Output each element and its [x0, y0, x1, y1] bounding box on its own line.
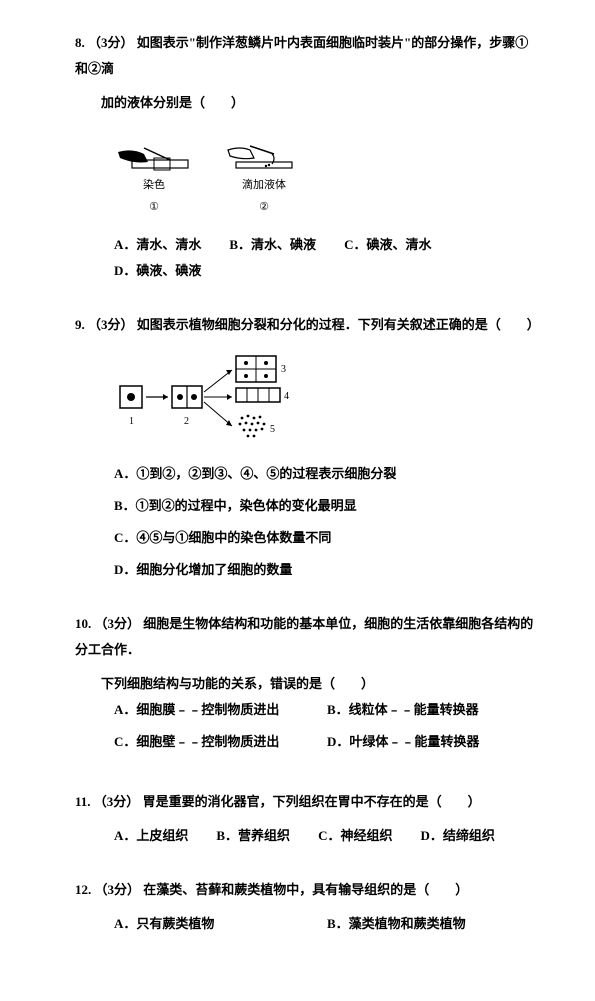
q9-opt-b: B．①到②的过程中，染色体的变化最明显	[114, 493, 540, 519]
q9-options: A．①到②，②到③、④、⑤的过程表示细胞分裂 B．①到②的过程中，染色体的变化最…	[114, 461, 540, 583]
q10-points: （3分）	[95, 616, 141, 631]
q12-stem: 12. （3分） 在藻类、苔藓和蕨类植物中，具有输导组织的是（ ）	[75, 877, 540, 903]
q8-stem-a: 如图表示"制作洋葱鳞片叶内表面细胞临时装片"的部分操作，步骤①和②滴	[75, 35, 528, 76]
svg-text:4: 4	[284, 391, 289, 402]
q9-points: （3分）	[88, 317, 134, 332]
page-content: 8. （3分） 如图表示"制作洋葱鳞片叶内表面细胞临时装片"的部分操作，步骤①和…	[0, 0, 595, 1001]
q8-opt-b: B．清水、碘液	[229, 232, 316, 258]
svg-text:5: 5	[270, 424, 275, 435]
q10-stem: 10. （3分） 细胞是生物体结构和功能的基本单位，细胞的生活依靠细胞各结构的分…	[75, 611, 540, 663]
question-10: 10. （3分） 细胞是生物体结构和功能的基本单位，细胞的生活依靠细胞各结构的分…	[75, 611, 540, 761]
q11-stem: 11. （3分） 胃是重要的消化器官，下列组织在胃中不存在的是（ ）	[75, 789, 540, 815]
q8-fig-right-num: ②	[259, 201, 269, 213]
q8-fig-right: 滴加液体 ②	[224, 130, 304, 218]
q8-fig-left-caption: 染色	[143, 179, 165, 191]
q10-stem-b: 下列细胞结构与功能的关系，错误的是（ ）	[101, 671, 540, 697]
q9-opt-c: C．④⑤与①细胞中的染色体数量不同	[114, 525, 540, 551]
q12-num: 12.	[75, 882, 91, 897]
q9-figure: 1 2	[114, 352, 540, 447]
question-12: 12. （3分） 在藻类、苔藓和蕨类植物中，具有输导组织的是（ ） A．只有蕨类…	[75, 877, 540, 943]
q10-opt-b: B．线粒体﹣﹣能量转换器	[327, 697, 540, 723]
q11-opt-d: D．结缔组织	[420, 823, 494, 849]
q9-stem-text: 如图表示植物细胞分裂和分化的过程．下列有关叙述正确的是（ ）	[137, 317, 540, 332]
q10-opt-a: A．细胞膜﹣﹣控制物质进出	[114, 697, 327, 723]
q8-opt-c: C．碘液、清水	[344, 232, 431, 258]
q8-num: 8.	[75, 35, 85, 50]
q10-num: 10.	[75, 616, 91, 631]
svg-text:1: 1	[129, 416, 134, 427]
q12-opt-a: A．只有蕨类植物	[114, 911, 327, 937]
q10-opt-d: D．叶绿体﹣﹣能量转换器	[327, 729, 540, 755]
q11-options: A．上皮组织 B．营养组织 C．神经组织 D．结缔组织	[114, 823, 540, 849]
q10-stem-a: 细胞是生物体结构和功能的基本单位，细胞的生活依靠细胞各结构的分工合作．	[75, 616, 533, 657]
q8-opt-d: D．碘液、碘液	[114, 258, 201, 284]
q12-stem-text: 在藻类、苔藓和蕨类植物中，具有输导组织的是（ ）	[143, 882, 468, 897]
q11-opt-a: A．上皮组织	[114, 823, 188, 849]
q9-num: 9.	[75, 317, 85, 332]
q8-options: A．清水、清水 B．清水、碘液 C．碘液、清水 D．碘液、碘液	[114, 232, 540, 284]
q8-opt-a: A．清水、清水	[114, 232, 201, 258]
q8-fig-left-num: ①	[149, 201, 159, 213]
q10-opt-c: C．细胞壁﹣﹣控制物质进出	[114, 729, 327, 755]
q8-fig-left: 染色 ①	[114, 130, 194, 218]
q11-stem-text: 胃是重要的消化器官，下列组织在胃中不存在的是（ ）	[143, 794, 481, 809]
q11-points: （3分）	[94, 794, 140, 809]
q12-points: （3分）	[95, 882, 141, 897]
q10-options: A．细胞膜﹣﹣控制物质进出 B．线粒体﹣﹣能量转换器 C．细胞壁﹣﹣控制物质进出…	[114, 697, 540, 761]
q9-stem: 9. （3分） 如图表示植物细胞分裂和分化的过程．下列有关叙述正确的是（ ）	[75, 312, 540, 338]
q11-opt-b: B．营养组织	[216, 823, 290, 849]
q8-stem: 8. （3分） 如图表示"制作洋葱鳞片叶内表面细胞临时装片"的部分操作，步骤①和…	[75, 30, 540, 82]
q8-figure: 染色 ① 滴加液体 ②	[114, 130, 540, 218]
question-9: 9. （3分） 如图表示植物细胞分裂和分化的过程．下列有关叙述正确的是（ ） 1	[75, 312, 540, 583]
q11-opt-c: C．神经组织	[318, 823, 392, 849]
q9-opt-a: A．①到②，②到③、④、⑤的过程表示细胞分裂	[114, 461, 540, 487]
q12-options: A．只有蕨类植物 B．藻类植物和蕨类植物	[114, 911, 540, 943]
q8-stem-b: 加的液体分别是（ ）	[101, 90, 540, 116]
q8-points: （3分）	[88, 35, 134, 50]
q8-fig-right-caption: 滴加液体	[242, 179, 286, 191]
question-11: 11. （3分） 胃是重要的消化器官，下列组织在胃中不存在的是（ ） A．上皮组…	[75, 789, 540, 849]
q9-opt-d: D．细胞分化增加了细胞的数量	[114, 557, 540, 583]
question-8: 8. （3分） 如图表示"制作洋葱鳞片叶内表面细胞临时装片"的部分操作，步骤①和…	[75, 30, 540, 284]
svg-text:2: 2	[184, 416, 189, 427]
svg-text:3: 3	[281, 364, 286, 375]
q12-opt-b: B．藻类植物和蕨类植物	[327, 911, 540, 937]
q11-num: 11.	[75, 794, 91, 809]
